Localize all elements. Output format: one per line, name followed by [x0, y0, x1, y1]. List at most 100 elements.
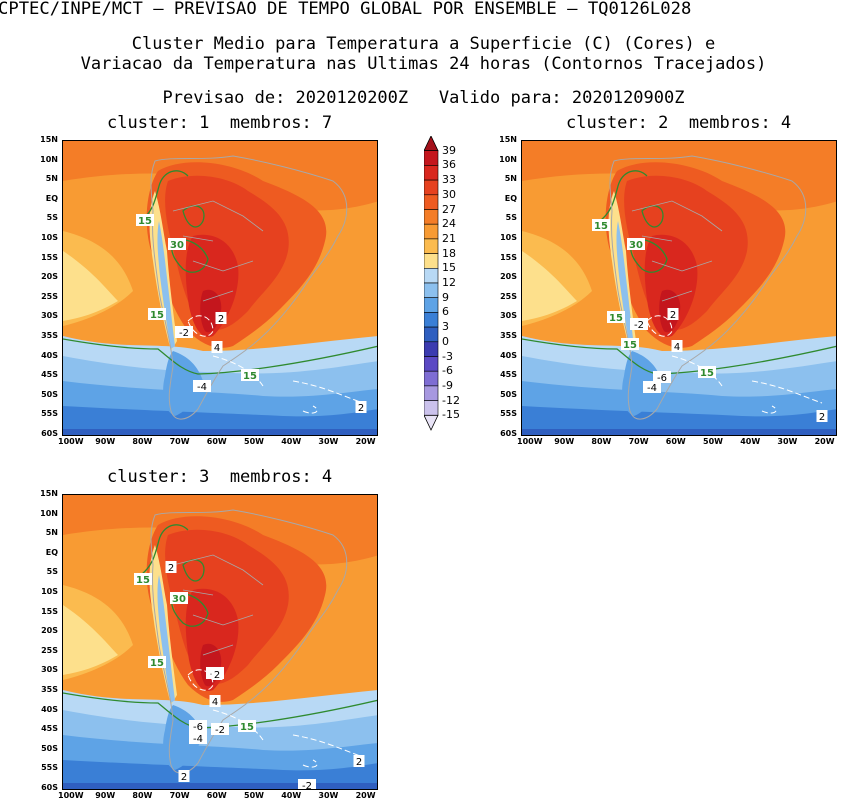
contour-label: 2 — [355, 401, 367, 414]
colorbar-level-label: -15 — [442, 408, 460, 422]
contour-label: 4 — [211, 341, 223, 354]
contour-label: 30 — [168, 238, 186, 251]
header-subtitle-1: Cluster Medio para Temperatura a Superfi… — [131, 34, 716, 54]
colorbar-swatch — [423, 312, 439, 328]
svg-text:15: 15 — [150, 658, 164, 669]
contour-label: 4 — [209, 695, 221, 708]
contour-label: 15 — [698, 366, 716, 379]
lat-tick-label: 15S — [41, 606, 58, 616]
map-plot-area: 15 30 15 -2 2 4 -4 15 2 — [62, 140, 378, 436]
colorbar-swatch — [423, 282, 439, 298]
lat-tick-label: 50S — [41, 743, 58, 753]
svg-text:15: 15 — [240, 722, 254, 733]
svg-text:2: 2 — [819, 412, 825, 423]
panel-2-title: cluster: 2 membros: 4 — [566, 113, 792, 133]
colorbar-level-label: 12 — [442, 276, 456, 289]
lat-tick-label: 15S — [41, 252, 58, 262]
header-subtitle-2: Variacao da Temperatura nas Ultimas 24 h… — [80, 54, 767, 74]
colorbar-swatch — [423, 370, 439, 387]
lat-tick-label: 10S — [41, 587, 58, 596]
svg-text:2: 2 — [214, 670, 220, 681]
colorbar-level-label: 15 — [442, 261, 456, 275]
lat-tick-label: 40S — [41, 704, 58, 714]
svg-text:-2: -2 — [179, 328, 189, 339]
lat-tick-label: 5S — [505, 213, 517, 223]
lat-tick-label: 10N — [499, 154, 517, 164]
svg-text:2: 2 — [356, 757, 362, 768]
contour-label: 2 — [215, 312, 227, 325]
contour-label: -2 — [211, 723, 229, 736]
contour-label: 2 — [353, 755, 365, 768]
svg-text:15: 15 — [136, 575, 150, 586]
contour-label: 15 — [621, 338, 639, 351]
colorbar-level-label: 18 — [442, 246, 456, 260]
contour-label: 15 — [607, 311, 625, 324]
svg-text:15: 15 — [594, 221, 608, 232]
colorbar-swatch — [423, 238, 439, 254]
lat-tick-label: 45S — [41, 724, 58, 734]
lat-tick-label: 25S — [500, 291, 517, 301]
colorbar-level-label: -12 — [442, 393, 460, 407]
svg-text:4: 4 — [212, 697, 218, 708]
svg-text:30: 30 — [172, 594, 186, 605]
colorbar-level-label: -3 — [442, 349, 453, 363]
colorbar-swatch — [423, 341, 439, 357]
lon-tick-label: 80W — [132, 791, 153, 800]
lon-tick-label: 50W — [703, 437, 723, 446]
lat-tick-label: EQ — [45, 193, 58, 203]
temperature-field: 15 30 15 -2 2 15 4 -6-4 15 2 — [522, 141, 836, 435]
contour-label: 2 — [211, 668, 223, 681]
svg-text:-4: -4 — [647, 383, 657, 394]
lon-tick-label: 20W — [814, 437, 835, 446]
lat-tick-label: 55S — [41, 409, 58, 419]
contour-label: 15 — [238, 720, 256, 733]
lat-tick-label: 20S — [41, 272, 58, 282]
contour-label: 2 — [178, 770, 190, 783]
colorbar-level-label: 9 — [442, 290, 449, 304]
colorbar-level-label: -6 — [442, 364, 453, 378]
lon-tick-label: 40W — [281, 791, 302, 800]
contour-label: -2 — [298, 779, 316, 789]
lon-tick-label: 70W — [628, 437, 649, 446]
colorbar-level-label: 6 — [442, 305, 449, 319]
lon-tick-label: 100W — [58, 437, 84, 446]
colorbar-swatch — [423, 326, 439, 343]
contour-label: 15 — [241, 369, 259, 382]
lon-tick-label: 70W — [169, 437, 190, 446]
lat-tick-label: 35S — [500, 331, 517, 340]
svg-text:2: 2 — [358, 403, 364, 414]
colorbar-level-label: 21 — [442, 231, 456, 245]
lat-tick-label: 15S — [500, 252, 517, 262]
lat-tick-label: 20S — [500, 272, 517, 282]
lat-tick-label: 60S — [41, 429, 58, 438]
contour-label: -4 — [643, 381, 661, 394]
lon-tick-label: 90W — [95, 791, 116, 800]
svg-text:-2: -2 — [215, 725, 225, 736]
colorbar-swatch — [423, 223, 439, 240]
colorbar-swatch — [423, 268, 439, 284]
svg-text:30: 30 — [629, 240, 643, 251]
lat-tick-label: 5N — [45, 528, 58, 538]
lat-tick-label: 10S — [500, 233, 517, 242]
svg-text:4: 4 — [214, 343, 220, 354]
temperature-field: 15 30 15 -2 2 4 -4 15 2 — [63, 141, 377, 435]
colorbar-swatch — [423, 385, 439, 401]
svg-text:15: 15 — [150, 310, 164, 321]
contour-label: -4 — [189, 732, 207, 745]
lon-tick-label: 100W — [58, 791, 84, 800]
svg-text:2: 2 — [670, 310, 676, 321]
lon-tick-label: 80W — [132, 437, 153, 446]
panel-1-title: cluster: 1 membros: 7 — [107, 113, 333, 133]
colorbar-level-label: 33 — [442, 173, 456, 187]
colorbar-level-label: 0 — [442, 334, 449, 348]
lon-tick-label: 40W — [281, 437, 302, 446]
colorbar-level-label: 36 — [442, 158, 456, 172]
colorbar-level-label: -9 — [442, 378, 453, 392]
colorbar-swatch — [423, 165, 439, 181]
contour-label: 30 — [627, 238, 645, 251]
contour-label: 15 — [136, 214, 154, 227]
lon-tick-label: 30W — [318, 437, 339, 446]
lat-tick-label: 35S — [41, 331, 58, 340]
lon-tick-label: 50W — [244, 437, 264, 446]
lat-tick-label: 50S — [500, 389, 517, 399]
